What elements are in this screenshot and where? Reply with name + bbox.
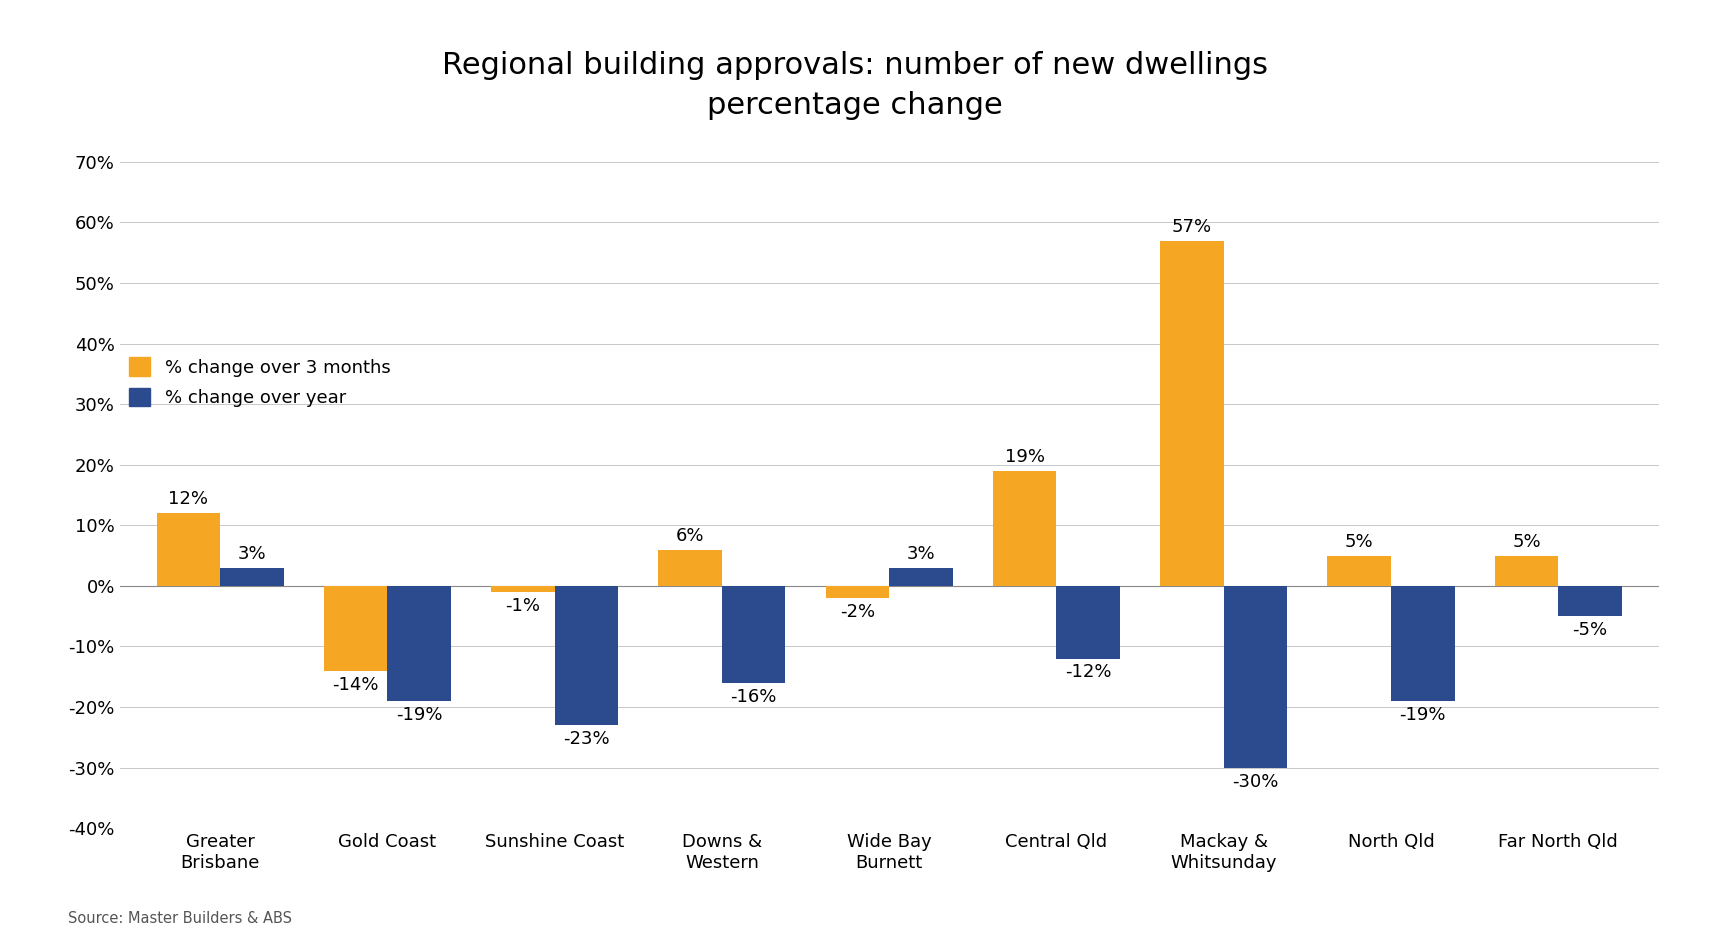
Text: 6%: 6%	[675, 526, 705, 545]
Bar	[491, 585, 554, 592]
Bar	[1495, 556, 1558, 585]
Bar	[1390, 585, 1455, 701]
Bar	[157, 513, 221, 585]
Bar	[1327, 556, 1390, 585]
Bar	[994, 471, 1057, 585]
Bar	[1057, 585, 1120, 659]
Text: Source: Master Builders & ABS: Source: Master Builders & ABS	[68, 911, 292, 926]
Text: -23%: -23%	[563, 730, 610, 748]
Bar	[221, 567, 284, 585]
Text: -2%: -2%	[840, 603, 876, 621]
Bar	[388, 585, 451, 701]
Bar	[658, 549, 722, 585]
Text: 5%: 5%	[1346, 533, 1373, 551]
Text: -12%: -12%	[1065, 664, 1112, 682]
Text: -1%: -1%	[506, 597, 540, 615]
Text: 3%: 3%	[906, 545, 935, 563]
Text: -16%: -16%	[730, 687, 776, 705]
Bar	[1159, 241, 1224, 585]
Text: -19%: -19%	[397, 705, 443, 724]
Text: 5%: 5%	[1512, 533, 1541, 551]
Legend: % change over 3 months, % change over year: % change over 3 months, % change over ye…	[128, 357, 390, 407]
Text: 12%: 12%	[168, 490, 209, 508]
Text: -5%: -5%	[1573, 621, 1607, 639]
Bar	[554, 585, 619, 725]
Text: -30%: -30%	[1233, 772, 1279, 790]
Bar	[826, 585, 889, 598]
Bar	[722, 585, 785, 683]
Text: -14%: -14%	[332, 676, 380, 694]
Bar	[1558, 585, 1621, 616]
Text: 57%: 57%	[1171, 218, 1212, 236]
Text: Regional building approvals: number of new dwellings
percentage change: Regional building approvals: number of n…	[441, 50, 1269, 121]
Text: -19%: -19%	[1399, 705, 1447, 724]
Text: 19%: 19%	[1005, 448, 1045, 466]
Bar	[889, 567, 952, 585]
Text: 3%: 3%	[238, 545, 267, 563]
Bar	[323, 585, 388, 671]
Bar	[1224, 585, 1288, 767]
